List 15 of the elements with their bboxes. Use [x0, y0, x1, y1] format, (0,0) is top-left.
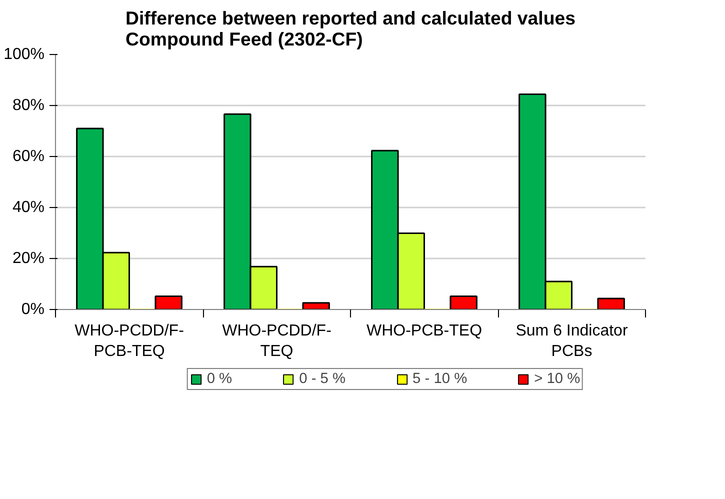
legend-label: 5 - 10 %	[412, 371, 468, 387]
y-tick-label: 80%	[12, 97, 45, 114]
y-tick-label: 100%	[4, 46, 44, 63]
y-tick-label: 0%	[21, 301, 44, 318]
legend-label: > 10 %	[534, 371, 580, 387]
y-tick-label: 40%	[12, 199, 45, 216]
y-tick-label: 20%	[12, 250, 45, 267]
legend-label: 0 - 5 %	[299, 371, 346, 387]
y-tick-label: 60%	[12, 148, 45, 165]
x-tick-label: WHO-PCDD/F- PCB-TEQ	[74, 322, 184, 360]
chart-title: Difference between reported and calculated values Compound Feed (2302-CF)	[126, 8, 576, 50]
x-tick-label: WHO-PCDD/F- TEQ	[222, 322, 332, 360]
x-tick-label: Sum 6 Indicator PCBs	[516, 322, 628, 360]
legend-label: 0 %	[206, 371, 232, 387]
x-tick-label: WHO-PCB-TEQ	[366, 322, 482, 340]
